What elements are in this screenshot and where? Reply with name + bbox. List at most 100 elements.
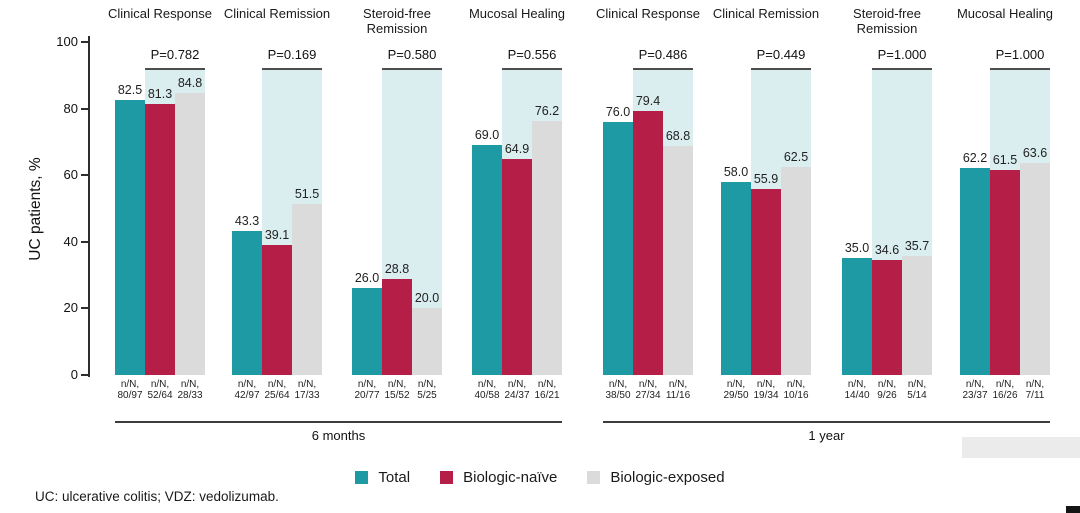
- bar-total: [603, 121, 633, 375]
- legend-swatch: [355, 471, 369, 484]
- p-value-label: P=0.486: [638, 47, 688, 62]
- bar-biologic-exposed: [1020, 163, 1050, 375]
- bar-value-label: 81.3: [147, 87, 173, 102]
- n-over-N-label: n/N, 27/34: [635, 379, 661, 401]
- n-over-N-label: n/N, 42/97: [234, 379, 260, 401]
- corner-mark: [1066, 506, 1080, 513]
- n-over-N-label: n/N, 7/11: [1025, 379, 1045, 401]
- bar-value-label: 76.2: [534, 104, 560, 119]
- legend-label: Total: [378, 469, 411, 486]
- legend-label: Biologic-exposed: [610, 469, 725, 486]
- bar-value-label: 82.5: [117, 83, 143, 98]
- n-over-N-label: n/N, 80/97: [117, 379, 143, 401]
- n-over-N-label: n/N, 17/33: [294, 379, 320, 401]
- y-tick-label: 60: [63, 167, 78, 183]
- y-tick-label: 80: [63, 100, 78, 116]
- watermark-strip: [962, 437, 1080, 458]
- bar-value-label: 35.7: [904, 239, 930, 254]
- group-header: Steroid-free Remission: [363, 6, 431, 36]
- y-tick-mark: [81, 107, 88, 110]
- group-header: Clinical Remission: [712, 6, 820, 21]
- p-value-label: P=0.449: [756, 47, 806, 62]
- n-over-N-label: n/N, 38/50: [605, 379, 631, 401]
- legend-swatch: [440, 471, 454, 484]
- n-over-N-label: n/N, 20/77: [354, 379, 380, 401]
- bar-value-label: 28.8: [384, 262, 410, 277]
- y-tick-label: 0: [70, 367, 78, 382]
- legend-label: Biologic-naïve: [463, 469, 558, 486]
- y-tick-mark: [81, 240, 88, 243]
- n-over-N-label: n/N, 52/64: [147, 379, 173, 401]
- bar-value-label: 63.6: [1022, 146, 1048, 161]
- n-over-N-label: n/N, 29/50: [723, 379, 749, 401]
- bar-biologic-exposed: [663, 145, 693, 375]
- bar-biologic-na-ve: [262, 244, 292, 375]
- p-value-label: P=1.000: [877, 47, 927, 62]
- n-over-N-label: n/N, 14/40: [844, 379, 870, 401]
- y-tick-mark: [81, 174, 88, 177]
- y-tick-mark: [81, 41, 88, 43]
- p-value-label: P=0.556: [507, 47, 557, 62]
- n-over-N-label: n/N, 40/58: [474, 379, 500, 401]
- bar-biologic-exposed: [292, 203, 322, 375]
- bar-total: [115, 100, 145, 375]
- bar-total: [960, 167, 990, 375]
- bar-biologic-na-ve: [382, 279, 412, 375]
- bar-value-label: 79.4: [635, 93, 661, 108]
- bar-value-label: 76.0: [605, 104, 631, 119]
- legend-swatch: [587, 471, 601, 484]
- bar-value-label: 61.5: [992, 153, 1018, 168]
- bar-value-label: 69.0: [474, 128, 500, 143]
- period-label: 1 year: [808, 428, 845, 443]
- bar-total: [232, 230, 262, 375]
- bar-biologic-na-ve: [751, 188, 781, 375]
- bar-biologic-exposed: [175, 92, 205, 375]
- n-over-N-label: n/N, 28/33: [177, 379, 203, 401]
- bar-value-label: 68.8: [665, 128, 691, 143]
- legend-item: Biologic-exposed: [587, 469, 725, 486]
- bar-total: [352, 288, 382, 375]
- period-label: 6 months: [311, 428, 366, 443]
- bar-biologic-exposed: [412, 308, 442, 375]
- n-over-N-label: n/N, 10/16: [783, 379, 809, 401]
- bar-biologic-exposed: [902, 256, 932, 375]
- chart-legend: Total Biologic-naïve Biologic-exposed: [0, 469, 1080, 486]
- y-tick-label: 40: [63, 233, 78, 249]
- bar-value-label: 62.5: [783, 149, 809, 164]
- bar-value-label: 62.2: [962, 150, 988, 165]
- bar-value-label: 35.0: [844, 241, 870, 256]
- y-tick-label: 100: [56, 34, 78, 49]
- n-over-N-label: n/N, 15/52: [384, 379, 410, 401]
- n-over-N-label: n/N, 16/26: [992, 379, 1018, 401]
- legend-item: Biologic-naïve: [440, 469, 557, 486]
- group-header: Clinical Remission: [223, 6, 331, 21]
- period-line: [603, 421, 1050, 423]
- group-header: Mucosal Healing: [956, 6, 1054, 21]
- n-over-N-label: n/N, 19/34: [753, 379, 779, 401]
- n-over-N-label: n/N, 24/37: [504, 379, 530, 401]
- y-axis-title: UC patients, %: [27, 157, 44, 261]
- bar-value-label: 43.3: [234, 213, 260, 228]
- bar-value-label: 20.0: [414, 291, 440, 306]
- n-over-N-label: n/N, 5/14: [907, 379, 927, 401]
- bar-biologic-na-ve: [990, 170, 1020, 375]
- group-header: Steroid-free Remission: [853, 6, 921, 36]
- bar-value-label: 84.8: [177, 75, 203, 90]
- p-value-label: P=1.000: [995, 47, 1045, 62]
- y-tick-mark: [81, 307, 88, 310]
- bar-biologic-exposed: [532, 121, 562, 375]
- bar-total: [472, 145, 502, 375]
- bar-biologic-na-ve: [502, 158, 532, 375]
- group-header: Mucosal Healing: [468, 6, 566, 21]
- bar-biologic-exposed: [781, 166, 811, 375]
- n-over-N-label: n/N, 11/16: [665, 379, 691, 401]
- bar-biologic-na-ve: [145, 104, 175, 375]
- n-over-N-label: n/N, 16/21: [534, 379, 560, 401]
- bar-value-label: 64.9: [504, 141, 530, 156]
- bar-total: [842, 258, 872, 375]
- bar-biologic-na-ve: [872, 259, 902, 375]
- legend-item: Total: [355, 469, 410, 486]
- bar-value-label: 26.0: [354, 271, 380, 286]
- group-header: Clinical Response: [595, 6, 701, 21]
